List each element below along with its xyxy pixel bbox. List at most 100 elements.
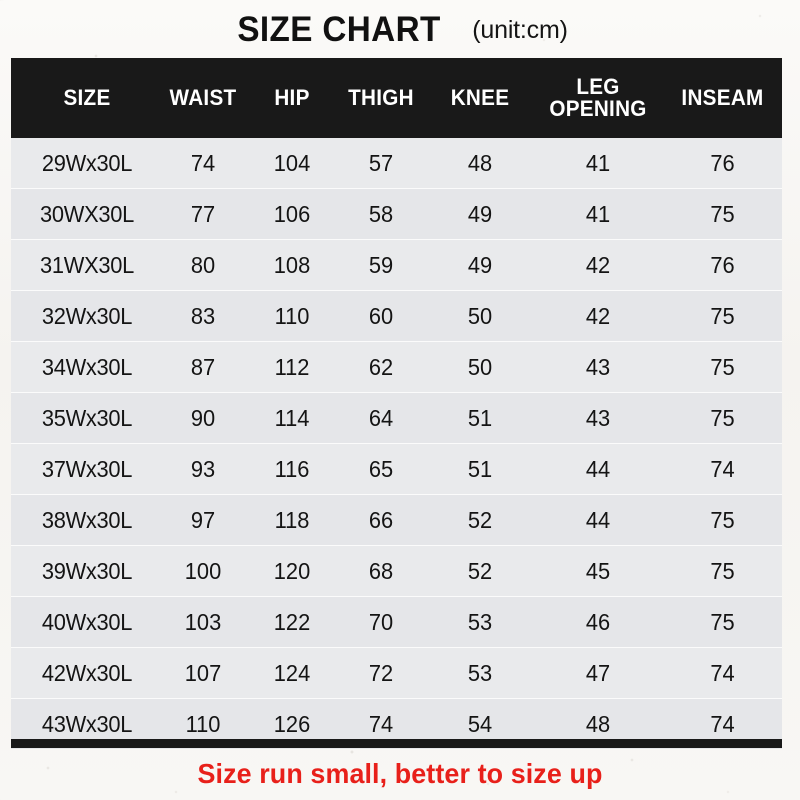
table-row: 40Wx30L 103 122 70 53 46 75 <box>11 597 782 648</box>
cell-inseam: 75 <box>710 557 735 584</box>
cell-thigh: 59 <box>368 251 394 278</box>
cell-leg-opening: 43 <box>585 353 611 380</box>
cell-knee: 50 <box>467 302 493 329</box>
cell-thigh: 65 <box>368 455 394 482</box>
cell-inseam: 75 <box>710 506 735 533</box>
cell-hip: 114 <box>274 404 310 431</box>
cell-inseam: 75 <box>710 608 735 635</box>
cell-thigh: 58 <box>368 200 394 227</box>
title-unit-text: (unit:cm) <box>472 15 568 44</box>
column-header-thigh: THIGH <box>348 85 414 111</box>
cell-waist: 90 <box>190 404 216 431</box>
cell-leg-opening: 47 <box>585 659 611 686</box>
cell-waist: 83 <box>190 302 216 329</box>
cell-knee: 50 <box>467 353 493 380</box>
size-advice-note: Size run small, better to size up <box>197 758 603 789</box>
cell-inseam: 74 <box>710 710 735 737</box>
table-row: 38Wx30L 97 118 66 52 44 75 <box>11 495 782 546</box>
cell-size: 31WX30L <box>40 251 134 278</box>
table-header-row: SIZE WAIST HIP THIGH KNEE LEG OPENING INSEAM <box>11 58 782 138</box>
cell-leg-opening: 42 <box>585 251 611 278</box>
table-row: 34Wx30L 87 112 62 50 43 75 <box>11 342 782 393</box>
column-header-waist: WAIST <box>169 85 237 111</box>
cell-size: 43Wx30L <box>41 710 133 737</box>
cell-hip: 116 <box>274 455 310 482</box>
cell-inseam: 76 <box>710 251 735 278</box>
column-header-hip: HIP <box>274 85 310 111</box>
table-row: 32Wx30L 83 110 60 50 42 75 <box>11 291 782 342</box>
column-header-leg-opening: LEG OPENING <box>549 74 647 121</box>
cell-thigh: 72 <box>368 659 394 686</box>
size-chart-table: SIZE WAIST HIP THIGH KNEE LEG OPENING INSEAM 2… <box>11 58 782 749</box>
cell-waist: 80 <box>190 251 216 278</box>
cell-leg-opening: 41 <box>585 200 611 227</box>
cell-hip: 120 <box>273 557 311 584</box>
cell-inseam: 74 <box>710 455 735 482</box>
table-row: 39Wx30L 100 120 68 52 45 75 <box>11 546 782 597</box>
cell-leg-opening: 43 <box>585 404 611 431</box>
table-row: 31WX30L 80 108 59 49 42 76 <box>11 240 782 291</box>
cell-waist: 93 <box>190 455 216 482</box>
cell-thigh: 66 <box>368 506 394 533</box>
cell-leg-opening: 46 <box>585 608 611 635</box>
cell-hip: 118 <box>274 506 310 533</box>
cell-inseam: 75 <box>710 353 735 380</box>
cell-thigh: 68 <box>368 557 394 584</box>
cell-knee: 53 <box>467 659 493 686</box>
cell-knee: 48 <box>467 149 493 176</box>
column-header-knee: KNEE <box>450 85 510 111</box>
table-row: 42Wx30L 107 124 72 53 47 74 <box>11 648 782 699</box>
cell-thigh: 64 <box>368 404 394 431</box>
column-header-size: SIZE <box>63 85 111 111</box>
cell-knee: 52 <box>467 557 493 584</box>
cell-leg-opening: 41 <box>585 149 611 176</box>
cell-size: 37Wx30L <box>41 455 133 482</box>
cell-thigh: 70 <box>368 608 394 635</box>
cell-size: 38Wx30L <box>41 506 133 533</box>
table-row: 29Wx30L 74 104 57 48 41 76 <box>11 138 782 189</box>
cell-knee: 51 <box>467 404 493 431</box>
cell-leg-opening: 48 <box>585 710 611 737</box>
cell-waist: 97 <box>190 506 216 533</box>
cell-hip: 110 <box>274 302 310 329</box>
cell-thigh: 57 <box>368 149 394 176</box>
cell-hip: 124 <box>273 659 311 686</box>
cell-waist: 110 <box>185 710 221 737</box>
cell-thigh: 62 <box>368 353 394 380</box>
cell-size: 35Wx30L <box>41 404 133 431</box>
cell-hip: 108 <box>273 251 311 278</box>
cell-size: 39Wx30L <box>41 557 133 584</box>
cell-leg-opening: 45 <box>585 557 611 584</box>
cell-leg-opening: 42 <box>585 302 611 329</box>
cell-knee: 54 <box>467 710 493 737</box>
cell-inseam: 75 <box>710 404 735 431</box>
cell-inseam: 75 <box>710 200 735 227</box>
cell-hip: 106 <box>273 200 311 227</box>
cell-waist: 74 <box>190 149 216 176</box>
cell-inseam: 74 <box>710 659 735 686</box>
cell-thigh: 60 <box>368 302 394 329</box>
cell-hip: 112 <box>274 353 310 380</box>
cell-knee: 52 <box>467 506 493 533</box>
cell-hip: 122 <box>273 608 311 635</box>
cell-thigh: 74 <box>368 710 394 737</box>
cell-waist: 77 <box>190 200 216 227</box>
cell-hip: 126 <box>273 710 311 737</box>
column-header-inseam: INSEAM <box>681 85 764 111</box>
cell-knee: 53 <box>467 608 493 635</box>
table-row: 35Wx30L 90 114 64 51 43 75 <box>11 393 782 444</box>
cell-size: 32Wx30L <box>41 302 133 329</box>
cell-size: 34Wx30L <box>41 353 133 380</box>
title-text: SIZE CHART <box>237 10 441 49</box>
cell-size: 40Wx30L <box>41 608 133 635</box>
table-row: 30WX30L 77 106 58 49 41 75 <box>11 189 782 240</box>
page-title: SIZE CHART (unit:cm) <box>0 6 800 54</box>
cell-size: 29Wx30L <box>41 149 133 176</box>
table-bottom-rule <box>11 739 782 748</box>
cell-size: 42Wx30L <box>41 659 133 686</box>
cell-knee: 49 <box>467 251 493 278</box>
table-body: 29Wx30L 74 104 57 48 41 76 30WX30L 77 106 58 49 41 75… <box>11 138 782 749</box>
cell-waist: 87 <box>190 353 216 380</box>
cell-hip: 104 <box>273 149 311 176</box>
